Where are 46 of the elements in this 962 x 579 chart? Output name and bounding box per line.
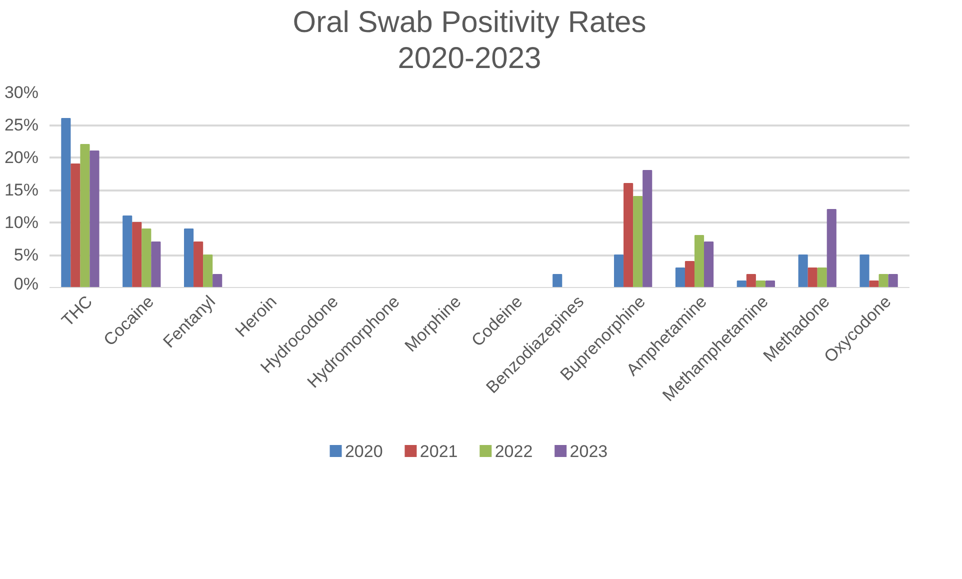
bar [826,209,836,288]
y-tick-label: 15% [4,180,39,200]
bar [61,118,71,288]
bar [746,274,756,288]
bar [132,222,142,288]
bar [203,254,213,288]
legend-label: 2022 [494,442,533,461]
bar [694,235,704,288]
bar [70,164,80,288]
y-tick-label: 0% [14,274,39,294]
bar [704,242,714,288]
chart-title: Oral Swab Positivity Rates 2020-2023 [292,5,646,77]
bar [817,268,827,288]
bar [212,274,222,288]
bar [122,216,132,288]
bar [878,274,888,288]
bar [860,254,870,288]
bar [808,268,818,288]
bar [765,280,775,288]
bar [869,280,879,288]
bar [184,228,194,288]
bar [624,183,634,288]
bar [684,261,695,288]
bar [798,254,808,288]
x-tick-label: THC [58,292,96,330]
y-tick-label: 10% [4,213,39,232]
y-tick-label: 25% [4,116,39,134]
bar [756,280,766,288]
bar [194,242,204,288]
bar [552,274,562,288]
bar [90,150,100,288]
bar [151,242,161,288]
bar [614,254,624,288]
bar [633,196,643,288]
bar [642,170,652,288]
y-tick-label: 20% [4,148,39,167]
bar [675,268,686,288]
bar [888,274,898,288]
legend-label: 2020 [344,442,383,461]
y-tick-label: 30% [4,83,39,102]
legend-label: 2023 [570,442,608,461]
bar [736,280,746,288]
bar [142,228,152,288]
y-tick-label: 5% [14,246,39,264]
legend-label: 2021 [420,442,458,461]
bar [80,144,90,288]
